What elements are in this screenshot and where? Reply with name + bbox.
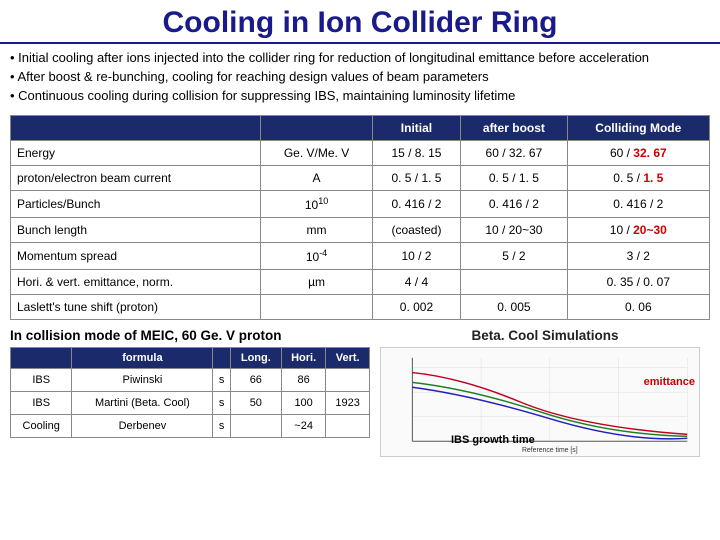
table-header-row: Initial after boost Colliding Mode [11,115,710,140]
td: 50 [230,391,281,414]
ibs-table: formula Long. Hori. Vert. IBS Piwinski s… [10,347,370,438]
td: 66 [230,368,281,391]
th [11,347,72,368]
td: 0. 416 / 2 [567,190,709,217]
td-unit: Ge. V/Me. V [261,140,372,165]
td-unit: 10-4 [261,242,372,269]
td-label: Particles/Bunch [11,190,261,217]
table-header-row: formula Long. Hori. Vert. [11,347,370,368]
td: 86 [281,368,325,391]
td: 100 [281,391,325,414]
td-label: Hori. & vert. emittance, norm. [11,269,261,294]
td: s [213,414,230,437]
table-row: Hori. & vert. emittance, norm. µm 4 / 4 … [11,269,710,294]
emittance-label: emittance [644,376,695,388]
td: 10 / 2 [372,242,460,269]
bullet-item: • After boost & re-bunching, cooling for… [10,69,710,86]
chart-svg: Reference time [s] [381,348,699,456]
left-column: In collision mode of MEIC, 60 Ge. V prot… [10,328,370,457]
td: 1923 [326,391,370,414]
table-row: Energy Ge. V/Me. V 15 / 8. 15 60 / 32. 6… [11,140,710,165]
td: 60 / 32. 67 [461,140,567,165]
table-row: Bunch length mm (coasted) 10 / 20~30 10 … [11,217,710,242]
simulation-chart: Reference time [s] emittance IBS growth … [380,347,700,457]
td: 0. 5 / 1. 5 [461,165,567,190]
td-unit [261,294,372,319]
bullet-item: • Continuous cooling during collision fo… [10,88,710,105]
td: s [213,391,230,414]
td-label: Energy [11,140,261,165]
td: ~24 [281,414,325,437]
td-label: proton/electron beam current [11,165,261,190]
bullet-text: Initial cooling after ions injected into… [18,50,649,65]
td: 0. 005 [461,294,567,319]
bullet-text: After boost & re-bunching, cooling for r… [17,69,488,84]
bullet-item: • Initial cooling after ions injected in… [10,50,710,67]
td: 10 / 20~30 [461,217,567,242]
bullet-list: • Initial cooling after ions injected in… [0,44,720,115]
section2-title: In collision mode of MEIC, 60 Ge. V prot… [10,328,370,343]
td-label: Momentum spread [11,242,261,269]
th: Colliding Mode [567,115,709,140]
table-row: proton/electron beam current A 0. 5 / 1.… [11,165,710,190]
td: 60 / 32. 67 [567,140,709,165]
th [213,347,230,368]
td: 0. 06 [567,294,709,319]
x-axis-label: Reference time [s] [522,447,578,454]
td-unit: µm [261,269,372,294]
td: 0. 5 / 1. 5 [567,165,709,190]
th: Initial [372,115,460,140]
td: 0. 416 / 2 [372,190,460,217]
bullet-text: Continuous cooling during collision for … [18,88,515,103]
th: Vert. [326,347,370,368]
table-row: Particles/Bunch 1010 0. 416 / 2 0. 416 /… [11,190,710,217]
th [11,115,261,140]
th [261,115,372,140]
td: Cooling [11,414,72,437]
td: Piwinski [72,368,213,391]
td-label: Laslett's tune shift (proton) [11,294,261,319]
table-row: Laslett's tune shift (proton) 0. 002 0. … [11,294,710,319]
td [461,269,567,294]
chart-title: Beta. Cool Simulations [380,328,710,343]
td: s [213,368,230,391]
td: 4 / 4 [372,269,460,294]
td: Derbenev [72,414,213,437]
td: 0. 416 / 2 [461,190,567,217]
td: 3 / 2 [567,242,709,269]
td [326,368,370,391]
td-label: Bunch length [11,217,261,242]
td: (coasted) [372,217,460,242]
ibs-growth-label: IBS growth time [451,434,535,446]
th: Hori. [281,347,325,368]
table-row: Cooling Derbenev s ~24 [11,414,370,437]
parameters-table: Initial after boost Colliding Mode Energ… [10,115,710,320]
td: 0. 35 / 0. 07 [567,269,709,294]
td: IBS [11,391,72,414]
td: 15 / 8. 15 [372,140,460,165]
table-row: IBS Piwinski s 66 86 [11,368,370,391]
td [326,414,370,437]
td: 0. 5 / 1. 5 [372,165,460,190]
td-unit: A [261,165,372,190]
td: Martini (Beta. Cool) [72,391,213,414]
right-column: Beta. Cool Simulations Reference time [s… [370,328,710,457]
th: formula [72,347,213,368]
td: IBS [11,368,72,391]
td [230,414,281,437]
table-row: IBS Martini (Beta. Cool) s 50 100 1923 [11,391,370,414]
th: Long. [230,347,281,368]
page-title: Cooling in Ion Collider Ring [0,0,720,44]
td: 0. 002 [372,294,460,319]
table-row: Momentum spread 10-4 10 / 2 5 / 2 3 / 2 [11,242,710,269]
section-2: In collision mode of MEIC, 60 Ge. V prot… [0,320,720,457]
td-unit: 1010 [261,190,372,217]
th: after boost [461,115,567,140]
td: 10 / 20~30 [567,217,709,242]
td-unit: mm [261,217,372,242]
td: 5 / 2 [461,242,567,269]
